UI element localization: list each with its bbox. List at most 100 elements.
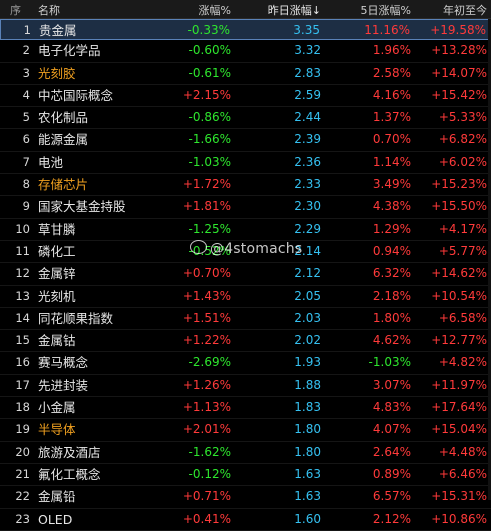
five-day-change-cell: 4.07%	[372, 422, 411, 437]
change-pct-cell: -0.12%	[188, 466, 231, 481]
prev-day-change-cell: 1.63	[294, 466, 321, 481]
change-pct-cell: +2.15%	[182, 87, 231, 102]
five-day-change-cell: 6.32%	[372, 266, 411, 281]
sector-table-body: 1 贵金属 -0.33% 3.35 11.16% +19.58% 2 电子化学品 -0.60% 3…	[0, 19, 491, 531]
prev-day-change-cell: 1.63	[294, 489, 321, 504]
ytd-change-cell: +15.42%	[431, 87, 487, 102]
row-index: 3	[22, 65, 30, 80]
ytd-change-cell: +4.17%	[438, 221, 487, 236]
sector-name: 金属铅	[38, 489, 76, 505]
header-index[interactable]: 序	[10, 4, 21, 17]
header-5day-change[interactable]: 5日涨幅%	[360, 4, 411, 17]
table-row[interactable]: 9 国家大基金持股 +1.81% 2.30 4.38% +15.50%	[0, 196, 491, 219]
change-pct-cell: -0.86%	[188, 110, 231, 125]
prev-day-change-cell: 1.93	[294, 355, 321, 370]
five-day-change-cell: 4.83%	[372, 400, 411, 415]
change-pct-cell: +0.71%	[182, 489, 231, 504]
ytd-change-cell: +11.97%	[431, 377, 487, 392]
change-pct-cell: +0.41%	[182, 511, 231, 526]
table-row[interactable]: 17 先进封装 +1.26% 1.88 3.07% +11.97%	[0, 375, 491, 398]
five-day-change-cell: 2.58%	[372, 65, 411, 80]
five-day-change-cell: 1.80%	[372, 310, 411, 325]
five-day-change-cell: 3.07%	[372, 377, 411, 392]
table-row[interactable]: 22 金属铅 +0.71% 1.63 6.57% +15.31%	[0, 486, 491, 509]
table-row[interactable]: 16 赛马概念 -2.69% 1.93 -1.03% +4.82%	[0, 352, 491, 375]
table-row[interactable]: 1 贵金属 -0.33% 3.35 11.16% +19.58%	[0, 19, 491, 41]
weibo-icon	[190, 240, 207, 254]
ytd-change-cell: +6.02%	[438, 154, 487, 169]
table-row[interactable]: 6 能源金属 -1.66% 2.39 0.70% +6.82%	[0, 129, 491, 152]
ytd-change-cell: +5.77%	[438, 243, 487, 258]
prev-day-change-cell: 1.83	[294, 400, 321, 415]
prev-day-change-cell: 2.59	[294, 87, 321, 102]
table-row[interactable]: 15 金属钴 +1.22% 2.02 4.62% +12.77%	[0, 330, 491, 353]
change-pct-cell: +1.51%	[182, 310, 231, 325]
prev-day-change-cell: 2.83	[294, 65, 321, 80]
table-row[interactable]: 13 光刻机 +1.43% 2.05 2.18% +10.54%	[0, 286, 491, 308]
table-row[interactable]: 7 电池 -1.03% 2.36 1.14% +6.02%	[0, 152, 491, 175]
table-row[interactable]: 19 半导体 +2.01% 1.80 4.07% +15.04%	[0, 419, 491, 442]
change-pct-cell: +0.70%	[182, 266, 231, 281]
ytd-change-cell: +15.50%	[431, 199, 487, 214]
change-pct-cell: +1.43%	[182, 288, 231, 303]
prev-day-change-cell: 2.44	[294, 110, 321, 125]
change-pct-cell: +1.13%	[182, 400, 231, 415]
change-pct-cell: -0.61%	[188, 65, 231, 80]
ytd-change-cell: +6.82%	[438, 132, 487, 147]
five-day-change-cell: 0.89%	[372, 466, 411, 481]
row-index: 20	[15, 444, 30, 459]
five-day-change-cell: 3.49%	[372, 177, 411, 192]
sector-name: 同花顺果指数	[38, 310, 114, 326]
row-index: 15	[15, 333, 30, 348]
table-row[interactable]: 4 中芯国际概念 +2.15% 2.59 4.16% +15.42%	[0, 85, 491, 108]
row-index: 19	[15, 422, 30, 437]
change-pct-cell: +1.26%	[182, 377, 231, 392]
vertical-scrollbar[interactable]	[488, 19, 491, 500]
table-row[interactable]: 3 光刻胶 -0.61% 2.83 2.58% +14.07%	[0, 63, 491, 85]
prev-day-change-cell: 1.88	[294, 377, 321, 392]
prev-day-change-cell: 1.80	[294, 444, 321, 459]
row-index: 6	[22, 132, 30, 147]
change-pct-cell: -1.03%	[188, 154, 231, 169]
ytd-change-cell: +10.86%	[431, 511, 487, 526]
table-row[interactable]: 23 OLED +0.41% 1.60 2.12% +10.86%	[0, 509, 491, 531]
table-row[interactable]: 14 同花顺果指数 +1.51% 2.03 1.80% +6.58%	[0, 308, 491, 331]
five-day-change-cell: 2.12%	[372, 511, 411, 526]
prev-day-change-cell: 2.30	[294, 199, 321, 214]
table-row[interactable]: 20 旅游及酒店 -1.62% 1.80 2.64% +4.48%	[0, 442, 491, 464]
table-row[interactable]: 2 电子化学品 -0.60% 3.32 1.96% +13.28%	[0, 40, 491, 63]
table-row[interactable]: 11 磷化工 -0.52% 2.14 0.94% +5.77%	[0, 241, 491, 264]
prev-day-change-cell: 1.80	[294, 422, 321, 437]
table-row[interactable]: 5 农化制品 -0.86% 2.44 1.37% +5.33%	[0, 107, 491, 130]
change-pct-cell: -2.69%	[188, 355, 231, 370]
header-ytd-change[interactable]: 年初至今	[443, 4, 487, 17]
header-prev-day-change-sorted[interactable]: 昨日涨幅↓	[267, 4, 321, 17]
ytd-change-cell: +17.64%	[431, 400, 487, 415]
row-index: 7	[22, 154, 30, 169]
sector-name: 贵金属	[39, 23, 77, 38]
change-pct-cell: -1.66%	[188, 132, 231, 147]
change-pct-cell: +2.01%	[182, 422, 231, 437]
sector-name: 电池	[38, 154, 64, 170]
ytd-change-cell: +14.62%	[431, 266, 487, 281]
prev-day-change-cell: 2.14	[294, 243, 321, 258]
table-row[interactable]: 8 存储芯片 +1.72% 2.33 3.49% +15.23%	[0, 174, 491, 197]
table-row[interactable]: 21 氟化工概念 -0.12% 1.63 0.89% +6.46%	[0, 464, 491, 487]
sector-name: 电子化学品	[38, 43, 101, 59]
header-name[interactable]: 名称	[38, 4, 60, 17]
row-index: 14	[15, 310, 30, 325]
table-row[interactable]: 18 小金属 +1.13% 1.83 4.83% +17.64%	[0, 397, 491, 420]
ytd-change-cell: +10.54%	[431, 288, 487, 303]
row-index: 21	[15, 466, 30, 481]
five-day-change-cell: 4.38%	[372, 199, 411, 214]
row-index: 12	[15, 266, 30, 281]
table-row[interactable]: 12 金属锌 +0.70% 2.12 6.32% +14.62%	[0, 263, 491, 286]
row-index: 22	[15, 489, 30, 504]
table-row[interactable]: 10 草甘膦 -1.25% 2.29 1.29% +4.17%	[0, 219, 491, 241]
table-header: 序 名称 涨幅% 昨日涨幅↓ 5日涨幅% 年初至今	[0, 0, 491, 19]
ytd-change-cell: +5.33%	[438, 110, 487, 125]
header-change-pct[interactable]: 涨幅%	[198, 4, 231, 17]
sector-name: 金属钴	[38, 333, 76, 349]
sector-name: 中芯国际概念	[38, 87, 114, 103]
prev-day-change-cell: 2.02	[294, 333, 321, 348]
